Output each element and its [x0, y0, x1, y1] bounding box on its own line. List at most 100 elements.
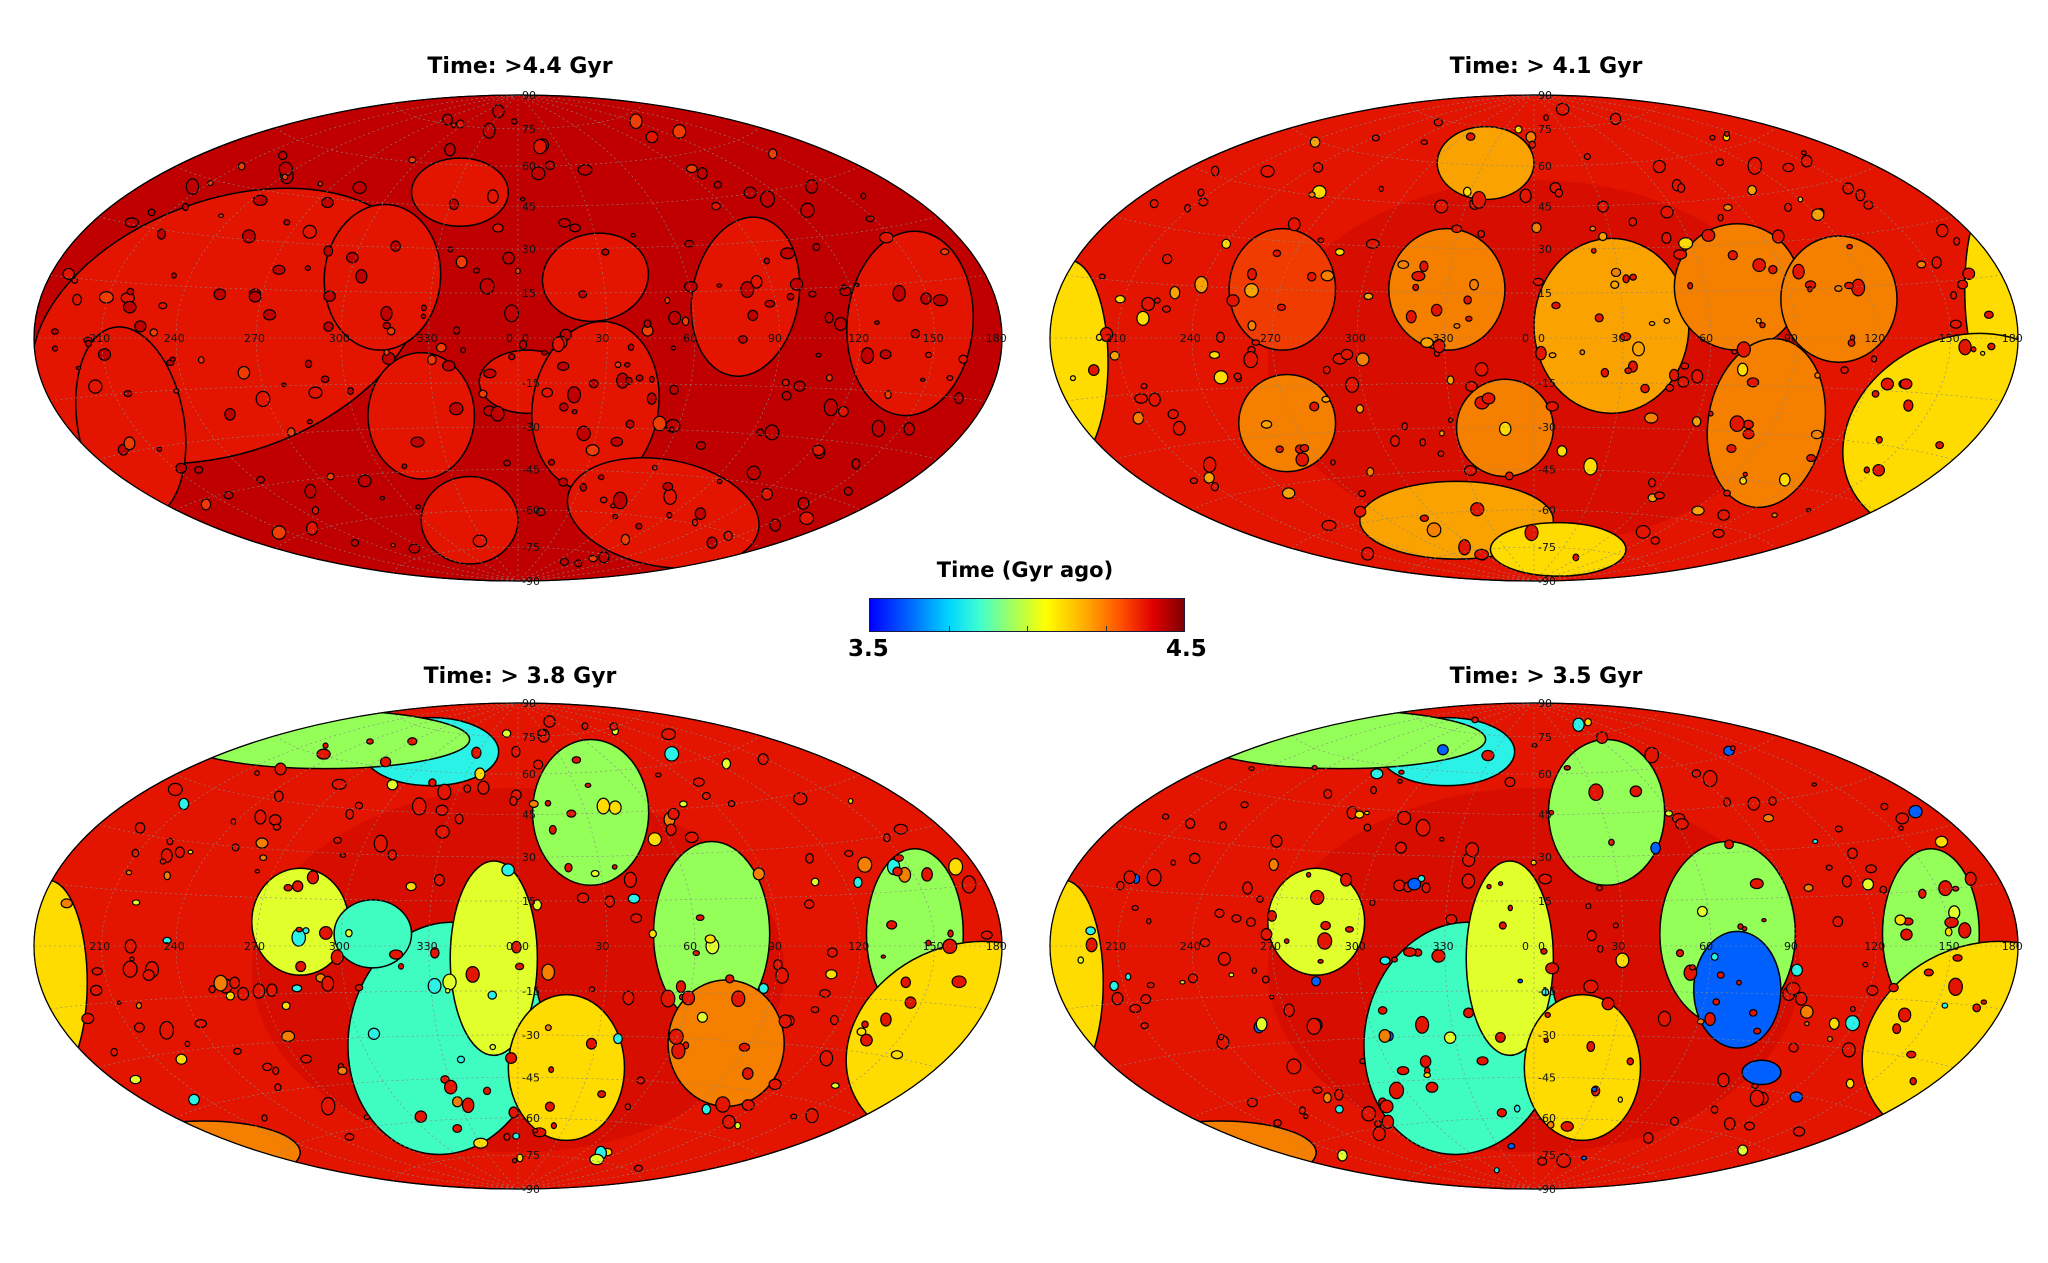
latitude-label: 15 [522, 895, 536, 908]
small-crater [643, 319, 652, 329]
small-crater [742, 1067, 754, 1080]
small-crater [123, 436, 136, 451]
small-crater [1524, 524, 1539, 542]
small-crater [511, 745, 521, 758]
small-crater [1970, 346, 1977, 353]
small-crater [158, 302, 168, 310]
small-crater [437, 783, 452, 801]
small-crater [1583, 979, 1599, 994]
small-crater [1321, 395, 1331, 403]
small-crater [302, 224, 317, 239]
small-crater [1803, 883, 1814, 892]
small-crater [890, 1050, 904, 1060]
latitude-line [1291, 127, 1777, 167]
small-crater [1696, 1018, 1705, 1025]
longitude-label: 60 [683, 332, 697, 345]
small-crater [756, 428, 765, 437]
small-crater [471, 746, 482, 759]
small-crater [125, 869, 133, 876]
longitude-label: 90 [768, 940, 782, 953]
small-crater [272, 1066, 280, 1076]
small-crater [559, 402, 569, 412]
small-crater [1958, 338, 1972, 356]
small-crater [1944, 916, 1959, 929]
small-crater [448, 198, 459, 211]
small-crater [660, 989, 676, 1008]
small-crater [411, 797, 427, 816]
longitude-line [517, 95, 861, 581]
small-crater [711, 201, 721, 211]
longitude-label: 300 [1345, 332, 1366, 345]
small-crater [1648, 320, 1656, 327]
small-crater [681, 316, 690, 327]
small-crater [1709, 134, 1716, 141]
small-crater [60, 898, 73, 909]
small-crater [1496, 1107, 1507, 1118]
small-crater [1680, 362, 1690, 370]
small-crater [669, 384, 679, 395]
small-crater [947, 929, 954, 938]
small-crater [763, 257, 771, 265]
small-crater [1948, 977, 1963, 996]
small-crater [797, 496, 810, 510]
longitude-line [1533, 95, 1712, 581]
latitude-label: -60 [1538, 504, 1556, 517]
small-crater [1299, 443, 1310, 453]
small-crater [725, 974, 735, 984]
latitude-label: -15 [1538, 377, 1556, 390]
small-crater [1749, 1089, 1765, 1108]
small-crater [799, 511, 815, 526]
longitude-line [1444, 703, 1535, 1189]
small-crater [1675, 948, 1685, 958]
small-crater [1401, 422, 1409, 431]
longitude-label: 120 [848, 332, 869, 345]
small-crater [741, 1099, 755, 1111]
impact-basin [178, 709, 471, 770]
small-crater [731, 990, 746, 1008]
impact-basin [1267, 867, 1366, 976]
small-crater [302, 927, 310, 935]
small-crater [414, 1110, 428, 1123]
small-crater [571, 756, 582, 764]
latitude-label: -90 [522, 575, 540, 588]
small-crater [752, 867, 766, 881]
small-crater [1374, 1120, 1382, 1128]
small-crater [1788, 1042, 1799, 1053]
small-crater [1825, 864, 1833, 871]
latitude-label: 15 [1538, 287, 1552, 300]
small-crater [541, 387, 554, 398]
small-crater [1243, 351, 1259, 369]
impact-basin [1238, 373, 1337, 473]
small-crater [1794, 991, 1808, 1006]
small-crater [1834, 285, 1843, 292]
small-crater [932, 294, 948, 307]
small-crater [1363, 823, 1372, 832]
small-crater [830, 1082, 840, 1089]
small-crater [1807, 286, 1813, 293]
small-crater [1591, 1086, 1598, 1093]
small-crater [1528, 140, 1537, 149]
small-crater [1136, 310, 1150, 326]
small-crater [925, 939, 932, 947]
small-crater [1388, 1081, 1405, 1100]
small-crater [1648, 477, 1657, 488]
longitude-label: 300 [329, 940, 350, 953]
small-crater [194, 465, 204, 474]
small-crater [1363, 292, 1374, 301]
small-crater [1897, 1007, 1912, 1023]
small-crater [1498, 921, 1507, 930]
small-crater [1855, 188, 1866, 202]
small-crater [738, 1042, 751, 1052]
latitude-line [1066, 990, 2002, 1010]
longitude-label: 150 [1939, 940, 1960, 953]
latitude-label: -30 [1538, 421, 1556, 434]
small-crater [261, 1114, 268, 1122]
small-crater [389, 949, 404, 960]
small-crater [237, 986, 250, 1001]
longitude-label: 60 [683, 940, 697, 953]
small-crater [590, 869, 600, 878]
small-crater [548, 824, 557, 835]
small-crater [254, 869, 261, 874]
small-crater [578, 290, 588, 299]
small-crater [1609, 112, 1622, 126]
